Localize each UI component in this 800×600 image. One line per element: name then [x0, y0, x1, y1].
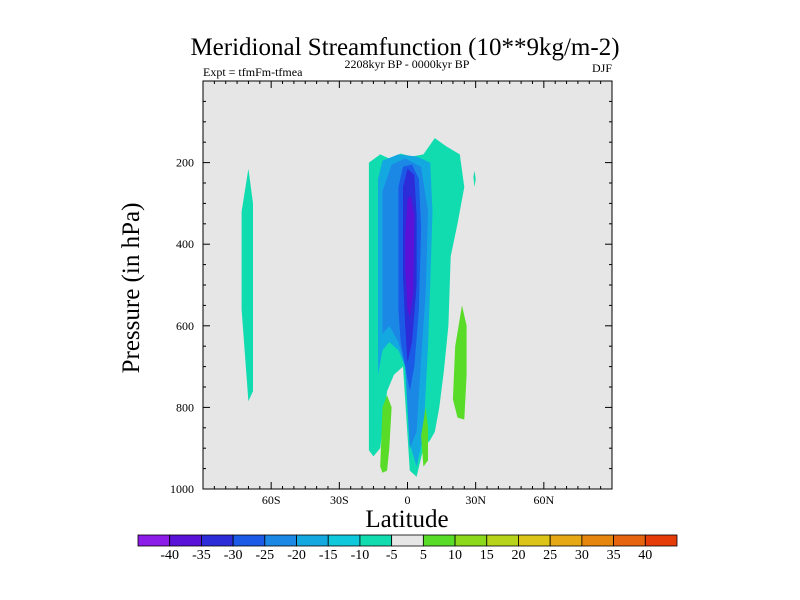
colorbar-swatch: [296, 534, 329, 547]
contour-sh-lower-positive: [380, 395, 392, 473]
plot-area: [202, 80, 613, 490]
colorbar-label: -20: [287, 548, 306, 563]
colorbar-swatch: [518, 534, 551, 547]
colorbar-swatch: [391, 534, 424, 547]
y-axis: 200 400 600 800 1000: [170, 100, 612, 496]
colorbar-swatch: [644, 534, 678, 547]
y-tick-label: 800: [176, 400, 194, 414]
x-tick-label: 60S: [262, 493, 281, 507]
colorbar-label: -40: [160, 548, 179, 563]
colorbar-swatch: [327, 534, 361, 547]
colorbar-label: 35: [607, 548, 621, 563]
colorbar-swatch: [264, 534, 297, 547]
x-tick-label: 0: [405, 493, 411, 507]
colorbar-label: -35: [192, 548, 211, 563]
colorbar-label: 40: [638, 548, 652, 563]
colorbar-swatch: [232, 534, 266, 547]
colorbar-swatch: [137, 534, 171, 547]
colorbar-label: 30: [575, 548, 589, 563]
colorbar-swatch: [486, 534, 519, 547]
colorbar-swatch: [422, 534, 456, 547]
chart-title: Meridional Streamfunction (10**9kg/m-2): [190, 34, 619, 61]
x-tick-label: 30N: [465, 493, 486, 507]
experiment-label: Expt = tfmFm-tfmea: [203, 65, 303, 79]
colorbar-swatch: [201, 534, 234, 547]
colorbar-swatch: [549, 534, 583, 547]
y-tick-label: 1000: [170, 482, 194, 496]
y-tick-label: 200: [176, 156, 194, 170]
x-tick-label: 30S: [330, 493, 349, 507]
x-axis: 60S 30S 0 30N 60N: [213, 81, 602, 507]
contour-nh-upper-patch: [473, 170, 476, 188]
contour-nh-lower-positive: [452, 305, 467, 420]
colorbar-label: 10: [448, 548, 462, 563]
x-axis-label: Latitude: [365, 506, 448, 533]
contour-tropical-cell-core: [405, 195, 415, 318]
colorbar-swatch: [613, 534, 646, 547]
colorbar-label: 25: [543, 548, 557, 563]
contour-tropical-lower-positive: [421, 407, 428, 467]
colorbar-label: 20: [511, 548, 525, 563]
season-label: DJF: [592, 61, 612, 75]
y-tick-label: 400: [176, 237, 194, 251]
colorbar-label: -15: [319, 548, 338, 563]
colorbar: -40 -35 -30 -25 -20 -15 -10 -5 5 10 15 20 25 30 35 40: [137, 534, 678, 563]
colorbar-label: 5: [420, 548, 427, 563]
colorbar-label: -30: [224, 548, 243, 563]
time-range-label: 2208kyr BP - 0000kyr BP: [345, 57, 470, 71]
colorbar-swatch: [581, 534, 614, 547]
colorbar-label: -5: [386, 548, 398, 563]
y-tick-label: 600: [176, 319, 194, 333]
colorbar-label: -10: [351, 548, 370, 563]
colorbar-swatch: [359, 534, 393, 547]
x-tick-label: 60N: [533, 493, 554, 507]
y-axis-label: Pressure (in hPa): [118, 203, 145, 374]
contour-sh-positive-sliver: [241, 168, 253, 402]
colorbar-swatch: [169, 534, 202, 547]
colorbar-label: 15: [480, 548, 494, 563]
colorbar-label: -25: [255, 548, 274, 563]
colorbar-swatch: [454, 534, 488, 547]
